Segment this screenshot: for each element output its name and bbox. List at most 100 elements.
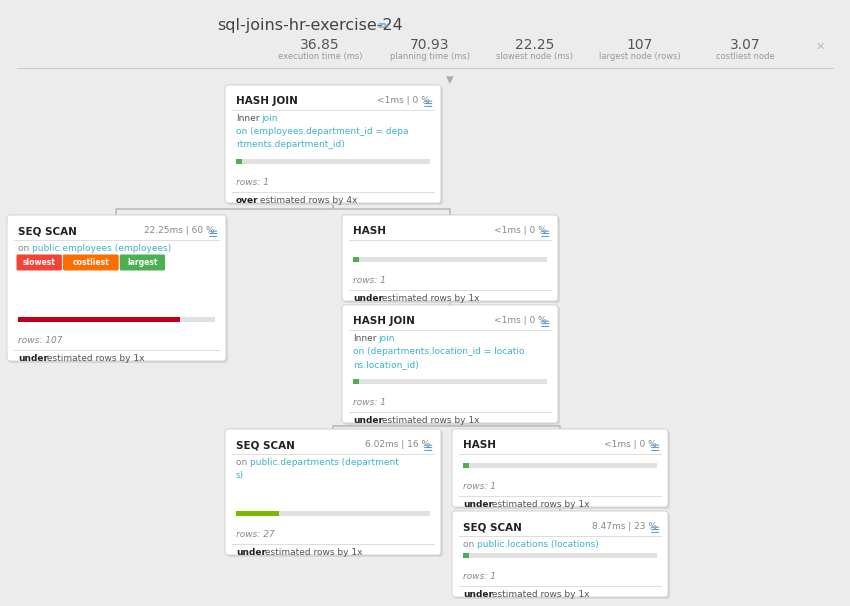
Text: public.departments (department: public.departments (department xyxy=(250,458,399,467)
Bar xyxy=(463,553,469,558)
Text: rows: 1: rows: 1 xyxy=(236,178,269,187)
Text: <1ms | 0 %: <1ms | 0 % xyxy=(377,96,430,105)
Text: HASH JOIN: HASH JOIN xyxy=(353,316,415,326)
Bar xyxy=(236,159,241,164)
Text: estimated rows by 1x: estimated rows by 1x xyxy=(262,548,362,557)
Text: 36.85: 36.85 xyxy=(300,38,340,52)
FancyBboxPatch shape xyxy=(342,215,558,301)
Text: join: join xyxy=(261,114,277,123)
FancyBboxPatch shape xyxy=(227,431,443,557)
Text: execution time (ms): execution time (ms) xyxy=(278,52,362,61)
Text: HASH JOIN: HASH JOIN xyxy=(236,96,298,106)
Text: <1ms | 0 %: <1ms | 0 % xyxy=(494,316,547,325)
Text: 6.02ms | 16 %: 6.02ms | 16 % xyxy=(365,440,430,449)
Text: rows: 1: rows: 1 xyxy=(463,482,496,491)
Text: Inner: Inner xyxy=(353,334,377,343)
Text: ✕: ✕ xyxy=(815,42,824,52)
Text: on (employees.department_id = depa: on (employees.department_id = depa xyxy=(236,127,409,136)
Text: <1ms | 0 %: <1ms | 0 % xyxy=(604,440,657,449)
FancyBboxPatch shape xyxy=(344,307,560,425)
Bar xyxy=(353,257,547,262)
Text: s): s) xyxy=(236,471,244,480)
Text: SEQ SCAN: SEQ SCAN xyxy=(236,440,295,450)
Text: on: on xyxy=(18,244,32,253)
Text: rtments.department_id): rtments.department_id) xyxy=(236,140,345,149)
Text: 22.25ms | 60 %: 22.25ms | 60 % xyxy=(144,226,215,235)
Text: 8.47ms | 23 %: 8.47ms | 23 % xyxy=(592,522,657,531)
Text: estimated rows by 1x: estimated rows by 1x xyxy=(379,294,479,303)
FancyBboxPatch shape xyxy=(452,429,668,507)
Text: under: under xyxy=(463,590,493,599)
Bar xyxy=(353,379,359,384)
Text: under: under xyxy=(353,294,383,303)
Bar xyxy=(236,511,430,516)
Text: under: under xyxy=(18,354,48,363)
Text: estimated rows by 1x: estimated rows by 1x xyxy=(489,590,590,599)
Bar xyxy=(18,317,215,322)
Text: join: join xyxy=(378,334,394,343)
Text: ≡: ≡ xyxy=(422,98,433,111)
Text: rows: 1: rows: 1 xyxy=(353,398,386,407)
Text: under: under xyxy=(236,548,266,557)
Text: public.locations (locations): public.locations (locations) xyxy=(477,540,598,549)
FancyBboxPatch shape xyxy=(227,87,443,205)
Bar xyxy=(463,463,657,468)
Text: 70.93: 70.93 xyxy=(411,38,450,52)
FancyBboxPatch shape xyxy=(454,431,670,509)
FancyBboxPatch shape xyxy=(16,255,62,270)
Text: public.employees (employees): public.employees (employees) xyxy=(32,244,171,253)
FancyBboxPatch shape xyxy=(120,255,165,270)
FancyBboxPatch shape xyxy=(7,215,226,361)
Text: ≡: ≡ xyxy=(540,318,550,331)
Text: ≡: ≡ xyxy=(649,442,660,455)
Text: 3.07: 3.07 xyxy=(729,38,760,52)
FancyBboxPatch shape xyxy=(342,305,558,423)
Text: SEQ SCAN: SEQ SCAN xyxy=(18,226,76,236)
Text: planning time (ms): planning time (ms) xyxy=(390,52,470,61)
Text: estimated rows by 1x: estimated rows by 1x xyxy=(489,500,590,509)
Text: on: on xyxy=(463,540,477,549)
Text: rows: 27: rows: 27 xyxy=(236,530,275,539)
Text: under: under xyxy=(353,416,383,425)
FancyBboxPatch shape xyxy=(344,217,560,303)
Bar xyxy=(463,463,469,468)
Text: sql-joins-hr-exercise-24: sql-joins-hr-exercise-24 xyxy=(217,18,403,33)
Text: on (departments.location_id = locatio: on (departments.location_id = locatio xyxy=(353,347,524,356)
FancyBboxPatch shape xyxy=(452,511,668,597)
Text: costliest node: costliest node xyxy=(716,52,774,61)
Text: under: under xyxy=(463,500,493,509)
Text: ≡: ≡ xyxy=(422,442,433,455)
Text: 22.25: 22.25 xyxy=(515,38,555,52)
Text: rows: 1: rows: 1 xyxy=(353,276,386,285)
Bar xyxy=(18,317,179,322)
Text: costliest: costliest xyxy=(72,258,109,267)
Text: slowest: slowest xyxy=(23,258,55,267)
Text: ▾: ▾ xyxy=(446,72,454,87)
Text: estimated rows by 1x: estimated rows by 1x xyxy=(44,354,144,363)
Text: ≡: ≡ xyxy=(540,228,550,241)
Text: largest node (rows): largest node (rows) xyxy=(599,52,681,61)
FancyBboxPatch shape xyxy=(9,217,228,363)
Bar xyxy=(236,159,430,164)
Bar xyxy=(236,511,279,516)
Bar xyxy=(353,379,547,384)
Text: ≡: ≡ xyxy=(649,524,660,537)
Text: Inner: Inner xyxy=(236,114,259,123)
Text: SEQ SCAN: SEQ SCAN xyxy=(463,522,522,532)
Text: estimated rows by 4x: estimated rows by 4x xyxy=(258,196,358,205)
FancyBboxPatch shape xyxy=(225,85,441,203)
Text: on: on xyxy=(236,458,250,467)
FancyBboxPatch shape xyxy=(225,429,441,555)
Text: ≡: ≡ xyxy=(207,228,218,241)
Text: largest: largest xyxy=(128,258,157,267)
FancyBboxPatch shape xyxy=(454,513,670,599)
Bar xyxy=(463,553,657,558)
Text: rows: 107: rows: 107 xyxy=(18,336,63,345)
Text: ✏: ✏ xyxy=(378,20,388,33)
Bar xyxy=(353,257,359,262)
Text: rows: 1: rows: 1 xyxy=(463,572,496,581)
Text: HASH: HASH xyxy=(463,440,496,450)
Text: ns.location_id): ns.location_id) xyxy=(353,360,419,369)
Text: estimated rows by 1x: estimated rows by 1x xyxy=(379,416,479,425)
Text: HASH: HASH xyxy=(353,226,386,236)
